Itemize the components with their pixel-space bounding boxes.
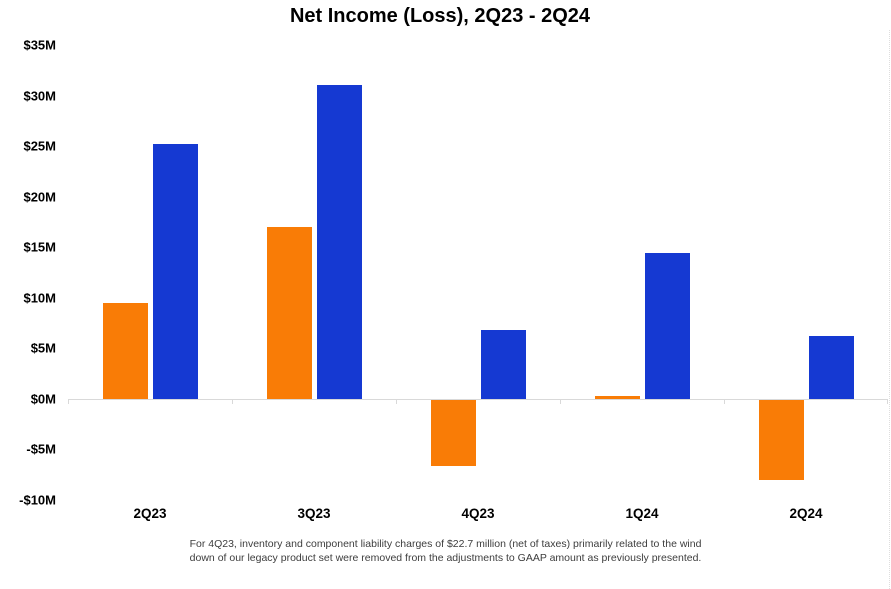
bar-blue-4q23 xyxy=(480,330,526,399)
page-edge-dotted-line xyxy=(889,30,890,589)
x-axis-label: 3Q23 xyxy=(297,506,331,521)
y-axis-label: $15M xyxy=(23,239,56,255)
bar-blue-3q23 xyxy=(316,85,362,399)
y-axis-label: $5M xyxy=(30,340,56,356)
y-axis-label: -$5M xyxy=(26,441,56,457)
plot-area xyxy=(68,45,888,500)
x-axis-label: 2Q24 xyxy=(789,506,823,521)
bar-orange-2q24 xyxy=(758,399,804,480)
x-axis-tick xyxy=(887,398,888,404)
x-axis-tick xyxy=(68,398,69,404)
x-axis-tick xyxy=(560,398,561,404)
bar-orange-2q23 xyxy=(102,302,148,399)
chart-title: Net Income (Loss), 2Q23 - 2Q24 xyxy=(289,5,591,27)
y-axis-label: $25M xyxy=(23,138,56,154)
x-axis-tick xyxy=(232,398,233,404)
footnote-line-1: For 4Q23, inventory and component liabil… xyxy=(189,538,702,550)
x-axis-label: 1Q24 xyxy=(625,506,659,521)
y-axis-label: -$10M xyxy=(19,492,56,508)
x-axis-tick xyxy=(396,398,397,404)
x-axis: 2Q23 3Q23 4Q23 1Q24 2Q24 xyxy=(68,506,888,528)
x-axis-label: 4Q23 xyxy=(461,506,495,521)
bar-orange-1q24 xyxy=(594,395,640,399)
zero-axis-line xyxy=(68,398,888,400)
bar-blue-1q24 xyxy=(644,253,690,399)
chart-footnote: For 4Q23, inventory and component liabil… xyxy=(0,537,891,565)
bar-blue-2q23 xyxy=(152,144,198,399)
x-axis-label: 2Q23 xyxy=(133,506,167,521)
x-axis-tick xyxy=(724,398,725,404)
y-axis-label: $10M xyxy=(23,290,56,306)
y-axis-label: $35M xyxy=(23,37,56,53)
y-axis: $35M $30M $25M $20M $15M $10M $5M $0M -$5M -$10M xyxy=(0,38,56,508)
bar-orange-3q23 xyxy=(266,227,312,399)
y-axis-label: $20M xyxy=(23,189,56,205)
y-axis-label: $30M xyxy=(23,88,56,104)
bar-orange-4q23 xyxy=(430,399,476,466)
footnote-line-2: down of our legacy product set were remo… xyxy=(189,552,702,564)
y-axis-label: $0M xyxy=(30,391,56,407)
bar-blue-2q24 xyxy=(808,336,854,399)
